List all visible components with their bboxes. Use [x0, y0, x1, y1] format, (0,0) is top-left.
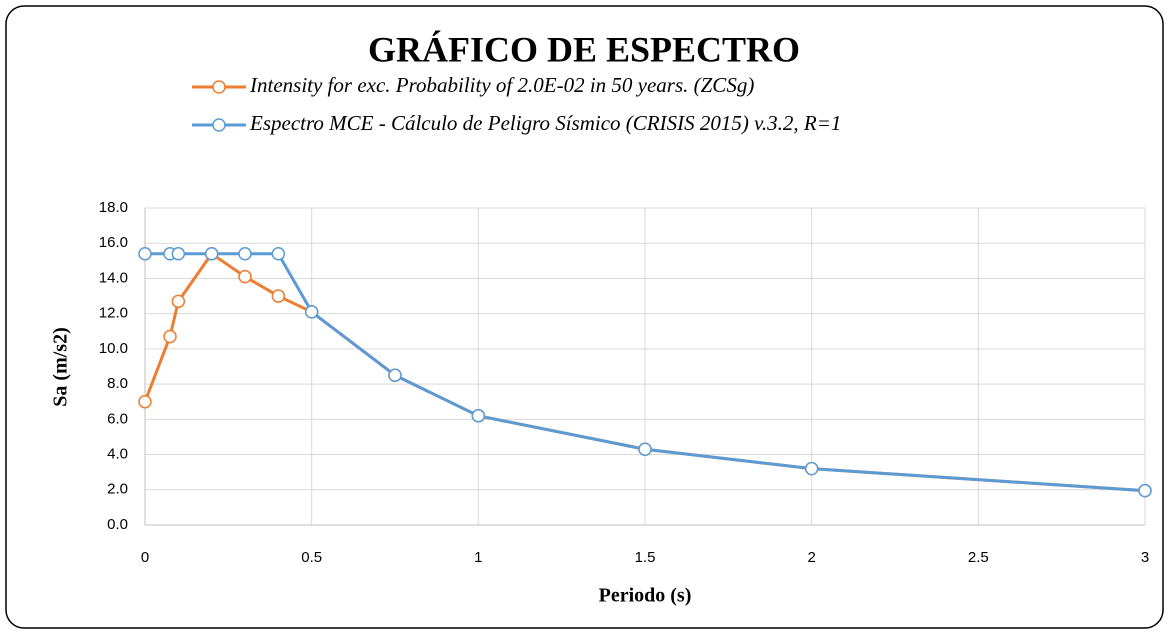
y-tick-label: 10.0 [99, 340, 128, 357]
legend-marker [212, 118, 226, 132]
data-point [304, 305, 319, 319]
data-point [1138, 483, 1152, 498]
x-tick-label: 3 [1141, 549, 1149, 566]
y-tick-label: 12.0 [99, 305, 128, 322]
data-point [271, 289, 286, 303]
x-tick-label: 0.5 [301, 549, 322, 566]
y-tick-label: 2.0 [107, 481, 128, 498]
data-point [638, 442, 652, 457]
data-point [138, 247, 152, 261]
legend-marker [212, 80, 226, 94]
y-tick-label: 8.0 [107, 375, 128, 392]
data-point [204, 247, 219, 261]
data-point [163, 329, 177, 344]
y-tick-label: 6.0 [107, 410, 128, 427]
data-point [388, 368, 402, 383]
x-tick-label: 1 [474, 549, 482, 566]
legend-label: Intensity for exc. Probability of 2.0E-0… [249, 73, 754, 97]
y-tick-label: 14.0 [99, 269, 128, 286]
chart-border [5, 5, 1164, 629]
x-tick-label: 2 [807, 549, 815, 566]
data-point [138, 394, 152, 409]
x-tick-label: 0 [141, 549, 149, 566]
y-tick-label: 16.0 [99, 234, 128, 251]
y-tick-label: 0.0 [107, 516, 128, 533]
data-point [271, 247, 286, 261]
y-tick-label: 4.0 [107, 446, 128, 463]
x-tick-label: 1.5 [635, 549, 656, 566]
data-point [804, 461, 819, 476]
data-point [171, 247, 186, 261]
y-axis-title: Sa (m/s2) [50, 327, 72, 406]
y-tick-label: 18.0 [99, 199, 128, 216]
data-point [238, 269, 252, 284]
data-point [238, 247, 252, 261]
data-point [171, 294, 186, 309]
x-axis-title: Periodo (s) [599, 585, 692, 607]
chart-title: GRÁFICO DE ESPECTRO [368, 29, 800, 69]
legend-label: Espectro MCE - Cálculo de Peligro Sísmic… [249, 111, 841, 135]
x-tick-label: 2.5 [968, 549, 989, 566]
data-point [471, 409, 486, 423]
